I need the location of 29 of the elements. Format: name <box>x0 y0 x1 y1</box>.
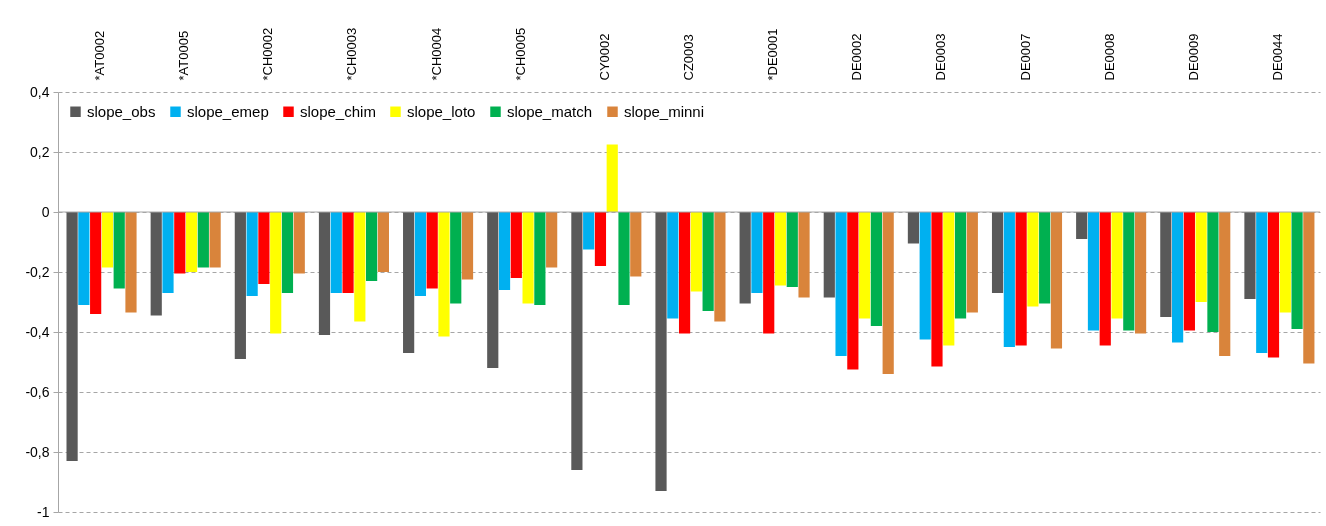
y-tick-label: 0,4 <box>30 83 50 100</box>
x-tick-label: *CH0003 <box>344 27 360 81</box>
x-tick-label: *DE0001 <box>765 28 781 81</box>
legend-label: slope_emep <box>187 102 269 120</box>
y-tick-label: -0,4 <box>25 323 50 340</box>
legend-label: slope_chim <box>300 102 376 120</box>
x-tick-label: DE0002 <box>849 33 865 81</box>
x-tick-label: *CH0005 <box>512 27 528 81</box>
y-tick-label: -1 <box>37 503 50 520</box>
y-tick-label: 0,2 <box>30 143 50 160</box>
x-tick-label: *AT0005 <box>176 30 192 81</box>
y-tick-label: -0,2 <box>25 263 50 280</box>
y-tick-label: -0,8 <box>25 443 50 460</box>
x-tick-label: CZ0003 <box>681 34 696 81</box>
legend-label: slope_loto <box>407 102 476 120</box>
legend-label: slope_minni <box>624 102 705 120</box>
y-tick-label: -0,6 <box>25 383 50 400</box>
x-tick-label: DE0009 <box>1185 33 1201 81</box>
legend-label: slope_obs <box>87 102 156 120</box>
x-tick-label: DE0007 <box>1017 33 1033 81</box>
x-tick-label: DE0044 <box>1269 33 1285 81</box>
y-tick-label: 0 <box>41 203 50 220</box>
x-tick-label: CY0002 <box>596 33 612 81</box>
x-tick-label: DE0003 <box>933 33 949 81</box>
x-tick-label: DE0008 <box>1101 33 1117 81</box>
x-tick-label: *CH0002 <box>260 27 276 81</box>
x-tick-label: *CH0004 <box>428 27 444 81</box>
x-tick-label: *AT0002 <box>92 30 108 81</box>
legend-label: slope_match <box>507 102 593 120</box>
